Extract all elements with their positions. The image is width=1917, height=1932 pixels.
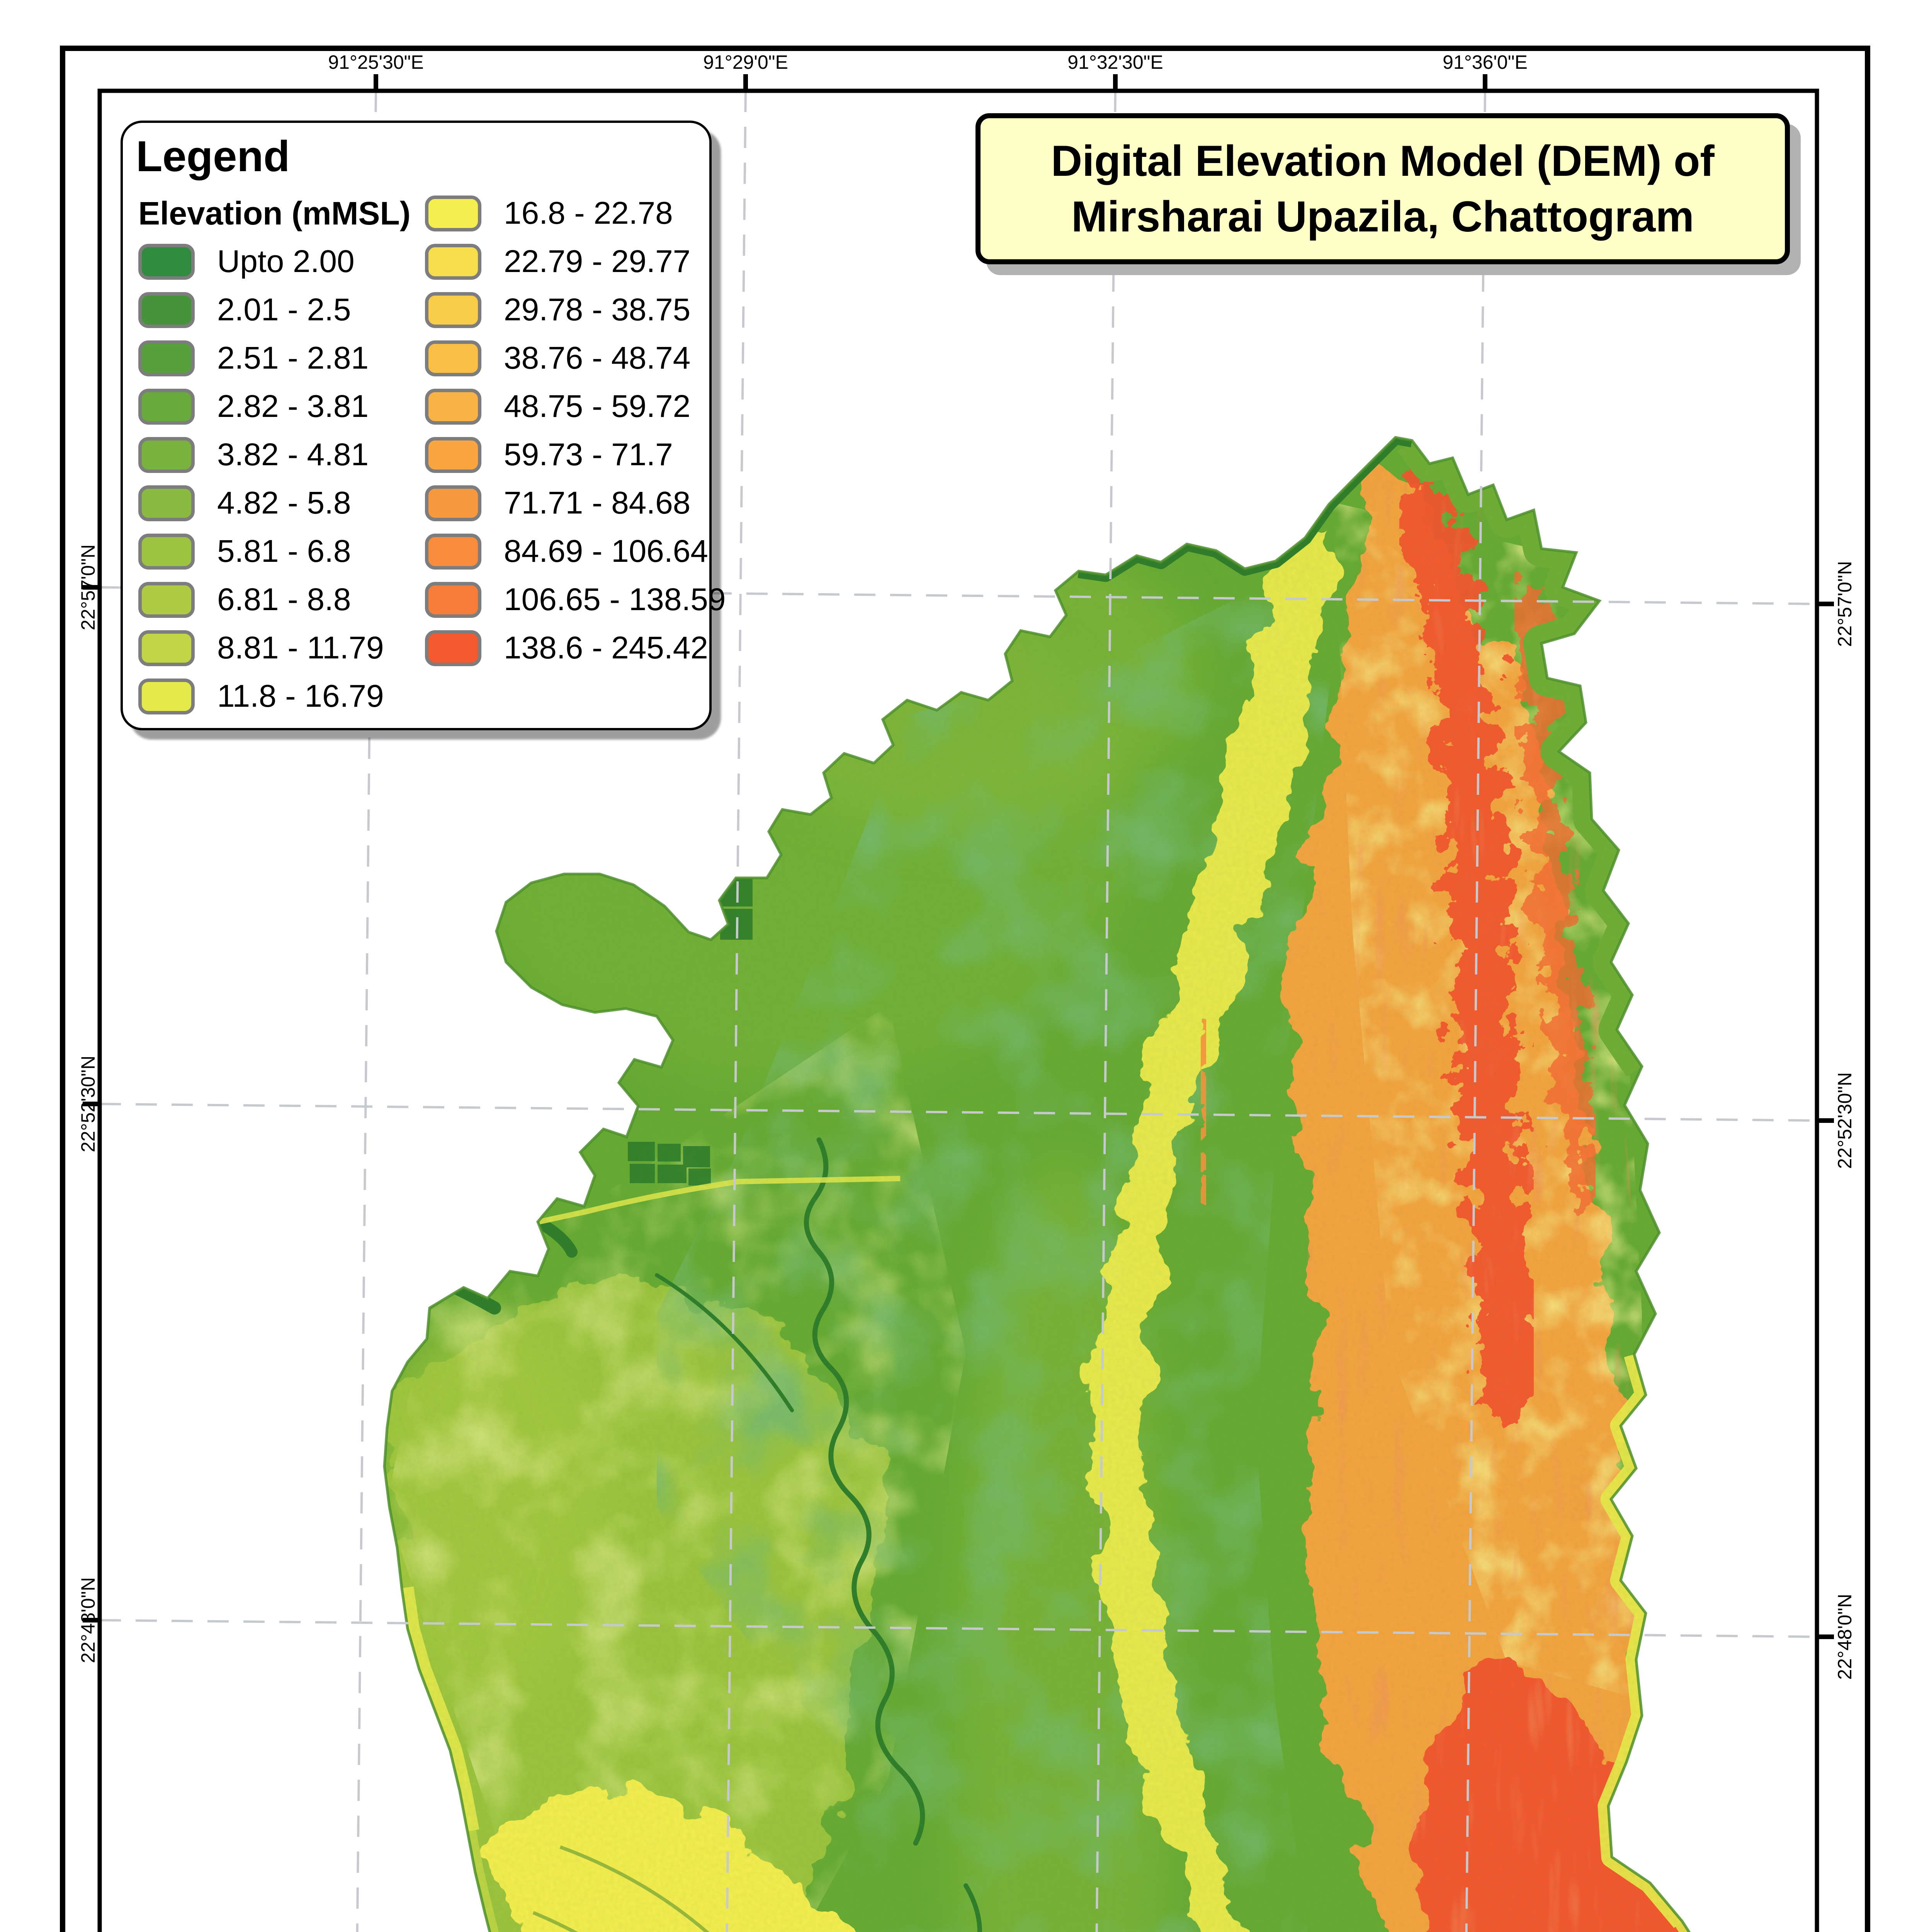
elevation-swatch <box>425 340 481 376</box>
legend-title: Legend <box>136 134 709 179</box>
legend-item: 2.51 - 2.81 <box>138 334 425 383</box>
axis-label-top: 91°36'0"E <box>1443 51 1528 73</box>
elevation-swatch <box>138 437 195 473</box>
legend-column-right: 16.8 - 22.78 22.79 - 29.77 29.78 - 38.75… <box>425 189 726 721</box>
elevation-swatch <box>425 292 481 328</box>
elevation-swatch <box>138 582 195 618</box>
axis-label-right: 22°52'30"N <box>1834 1072 1856 1169</box>
legend-panel: Legend Elevation (mMSL) Upto 2.00 2.01 -… <box>121 121 712 730</box>
legend-item: 4.82 - 5.8 <box>138 479 425 527</box>
elevation-swatch <box>425 485 481 521</box>
elevation-swatch <box>138 534 195 570</box>
elevation-swatch <box>138 630 195 666</box>
legend-item: 2.82 - 3.81 <box>138 383 425 431</box>
legend-item: 138.6 - 245.42 <box>425 624 726 672</box>
legend-item: 38.76 - 48.74 <box>425 334 726 383</box>
axis-label-left: 22°57'0"N <box>77 544 99 630</box>
elevation-swatch <box>138 340 195 376</box>
legend-item-label: 138.6 - 245.42 <box>504 630 708 666</box>
elevation-swatch <box>138 244 195 280</box>
legend-item: 22.79 - 29.77 <box>425 238 726 286</box>
legend-item-label: 2.51 - 2.81 <box>217 340 369 376</box>
legend-item: 16.8 - 22.78 <box>425 189 726 238</box>
legend-item-label: 3.82 - 4.81 <box>217 437 369 473</box>
legend-item: 6.81 - 8.8 <box>138 576 425 624</box>
legend-item-label: 4.82 - 5.8 <box>217 485 351 521</box>
legend-item-label: 71.71 - 84.68 <box>504 485 690 521</box>
axis-label-top: 91°32'30"E <box>1067 51 1163 73</box>
legend-item: 11.8 - 16.79 <box>138 672 425 721</box>
elevation-swatch <box>138 389 195 425</box>
legend-item-label: 5.81 - 6.8 <box>217 533 351 570</box>
legend-item-label: 6.81 - 8.8 <box>217 582 351 618</box>
legend-item-label: 59.73 - 71.7 <box>504 437 673 473</box>
elevation-swatch <box>425 534 481 570</box>
legend-item: 2.01 - 2.5 <box>138 286 425 334</box>
legend-item-label: 106.65 - 138.59 <box>504 582 726 618</box>
legend-item: 29.78 - 38.75 <box>425 286 726 334</box>
legend-column-left: Elevation (mMSL) Upto 2.00 2.01 - 2.5 2.… <box>138 189 425 721</box>
legend-item: 3.82 - 4.81 <box>138 431 425 479</box>
legend-item: Upto 2.00 <box>138 238 425 286</box>
legend-item: 5.81 - 6.8 <box>138 527 425 576</box>
legend-item-label: 16.8 - 22.78 <box>504 195 673 231</box>
legend-item-label: 11.8 - 16.79 <box>217 678 384 714</box>
legend-item-label: 48.75 - 59.72 <box>504 388 690 425</box>
axis-label-right: 22°48'0"N <box>1834 1594 1856 1680</box>
elevation-swatch <box>425 582 481 618</box>
elevation-swatch <box>425 196 481 231</box>
map-title-line2: Mirsharai Upazila, Chattogram <box>1071 189 1694 244</box>
legend-item-label: 2.82 - 3.81 <box>217 388 369 425</box>
legend-item-label: 22.79 - 29.77 <box>504 243 690 280</box>
elevation-swatch <box>425 389 481 425</box>
legend-columns: Elevation (mMSL) Upto 2.00 2.01 - 2.5 2.… <box>138 189 709 721</box>
legend-item-label: 84.69 - 106.64 <box>504 533 708 570</box>
axis-label-top: 91°29'0"E <box>703 51 788 73</box>
elevation-swatch <box>138 292 195 328</box>
elevation-swatch <box>425 630 481 666</box>
elevation-swatch <box>138 485 195 521</box>
axis-label-top: 91°25'30"E <box>328 51 424 73</box>
legend-subtitle: Elevation (mMSL) <box>138 189 425 238</box>
legend-item: 71.71 - 84.68 <box>425 479 726 527</box>
axis-label-left: 22°48'0"N <box>77 1577 99 1663</box>
legend-item: 59.73 - 71.7 <box>425 431 726 479</box>
legend-item-label: 29.78 - 38.75 <box>504 292 690 328</box>
map-title-line1: Digital Elevation Model (DEM) of <box>1051 133 1714 189</box>
legend-item-label: 2.01 - 2.5 <box>217 292 351 328</box>
axis-label-left: 22°52'30"N <box>77 1056 99 1152</box>
legend-item: 84.69 - 106.64 <box>425 527 726 576</box>
axis-label-right: 22°57'0"N <box>1834 561 1856 647</box>
legend-item-label: 8.81 - 11.79 <box>217 630 384 666</box>
elevation-swatch <box>138 679 195 714</box>
legend-item: 48.75 - 59.72 <box>425 383 726 431</box>
elevation-swatch <box>425 437 481 473</box>
elevation-swatch <box>425 244 481 280</box>
map-title-panel: Digital Elevation Model (DEM) of Mirshar… <box>975 113 1790 264</box>
legend-item-label: Upto 2.00 <box>217 243 355 280</box>
legend-item: 8.81 - 11.79 <box>138 624 425 672</box>
map-sheet: 91°25'30"E 91°29'0"E 91°32'30"E 91°36'0"… <box>0 0 1917 1932</box>
legend-item: 106.65 - 138.59 <box>425 576 726 624</box>
legend-item-label: 38.76 - 48.74 <box>504 340 690 376</box>
